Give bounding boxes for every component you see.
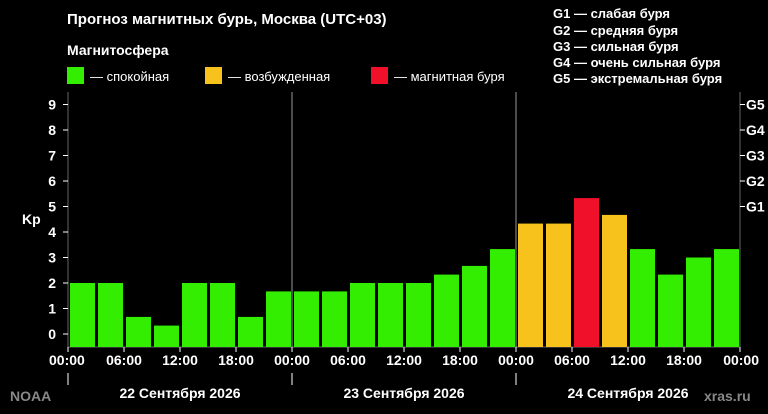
- g-tick-label: G2: [746, 173, 765, 189]
- bar: [266, 291, 291, 347]
- y-tick-label: 7: [48, 148, 56, 164]
- x-tick-label: 00:00: [723, 352, 759, 368]
- day-labels: 22 Сентября 2026 23 Сентября 2026 24 Сентя…: [67, 373, 689, 401]
- x-tick-label: 12:00: [162, 352, 198, 368]
- y-ticks: 0 1 2 3 4 5 6 7 8 9: [48, 97, 68, 342]
- magnetosphere-label: Магнитосфера: [67, 42, 169, 58]
- x-tick-label: 00:00: [49, 352, 85, 368]
- g-tick-label: G5: [746, 97, 765, 113]
- legend-swatch-storm: [371, 67, 388, 84]
- day-label: 22 Сентября 2026: [119, 385, 240, 401]
- g-tick-label: G4: [746, 122, 765, 138]
- day-label: 23 Сентября 2026: [343, 385, 464, 401]
- x-tick-label: 12:00: [610, 352, 646, 368]
- bar: [546, 223, 571, 347]
- bar: [602, 214, 627, 347]
- g-level-legend: G1 — слабая буря G2 — средняя буря G3 — …: [553, 6, 722, 86]
- bar: [378, 283, 403, 347]
- y-tick-label: 0: [48, 326, 56, 342]
- legend-label-active: — возбужденная: [228, 69, 330, 84]
- x-ticks: 00:00 06:00 12:00 18:00 00:00 06:00 12:00 18:00…: [49, 347, 759, 368]
- bar: [630, 249, 655, 347]
- g-legend-g1: G1 — слабая буря: [553, 6, 670, 21]
- bar: [658, 274, 683, 347]
- chart-title: Прогноз магнитных бурь, Москва (UTC+03): [67, 11, 387, 28]
- legend-label-storm: — магнитная буря: [394, 69, 505, 84]
- x-tick-label: 18:00: [218, 352, 254, 368]
- g-legend-g3: G3 — сильная буря: [553, 39, 679, 54]
- legend-swatch-quiet: [67, 67, 84, 84]
- bar: [70, 283, 95, 347]
- bar: [154, 325, 179, 347]
- y-tick-label: 4: [48, 224, 56, 240]
- g-legend-g2: G2 — средняя буря: [553, 23, 678, 38]
- y-tick-label: 3: [48, 250, 56, 266]
- bar: [294, 291, 319, 347]
- y-tick-label: 8: [48, 122, 56, 138]
- x-tick-label: 06:00: [106, 352, 142, 368]
- y-tick-label: 9: [48, 97, 56, 113]
- source-label: NOAA: [10, 388, 51, 404]
- x-tick-label: 06:00: [554, 352, 590, 368]
- y-tick-label: 5: [48, 199, 56, 215]
- g-tick-label: G3: [746, 148, 765, 164]
- bar: [574, 198, 599, 347]
- bars: [70, 198, 739, 347]
- g-ticks: G1 G2 G3 G4 G5: [740, 97, 765, 215]
- x-tick-label: 18:00: [666, 352, 702, 368]
- x-tick-label: 00:00: [498, 352, 534, 368]
- bar: [714, 249, 739, 347]
- y-tick-label: 2: [48, 275, 56, 291]
- bar: [350, 283, 375, 347]
- color-legend: — спокойная — возбужденная — магнитная б…: [67, 67, 505, 84]
- bar: [490, 249, 515, 347]
- bar: [518, 223, 543, 347]
- bar: [126, 316, 151, 347]
- bar: [434, 274, 459, 347]
- y-axis-title: Kp: [22, 211, 41, 227]
- x-tick-label: 18:00: [442, 352, 478, 368]
- day-label: 24 Сентября 2026: [567, 385, 688, 401]
- legend-label-quiet: — спокойная: [90, 69, 169, 84]
- bar: [462, 265, 487, 347]
- x-tick-label: 12:00: [386, 352, 422, 368]
- g-legend-g4: G4 — очень сильная буря: [553, 55, 720, 70]
- x-tick-label: 06:00: [330, 352, 366, 368]
- bar: [406, 283, 431, 347]
- bar: [238, 316, 263, 347]
- y-tick-label: 1: [48, 301, 56, 317]
- x-tick-label: 00:00: [274, 352, 310, 368]
- bar: [98, 283, 123, 347]
- site-label: xras.ru: [704, 388, 751, 404]
- g-tick-label: G1: [746, 199, 765, 215]
- bar: [210, 283, 235, 347]
- g-legend-g5: G5 — экстремальная буря: [553, 71, 722, 86]
- bar: [686, 257, 711, 347]
- bar: [182, 283, 207, 347]
- legend-swatch-active: [205, 67, 222, 84]
- bar: [322, 291, 347, 347]
- y-tick-label: 6: [48, 173, 56, 189]
